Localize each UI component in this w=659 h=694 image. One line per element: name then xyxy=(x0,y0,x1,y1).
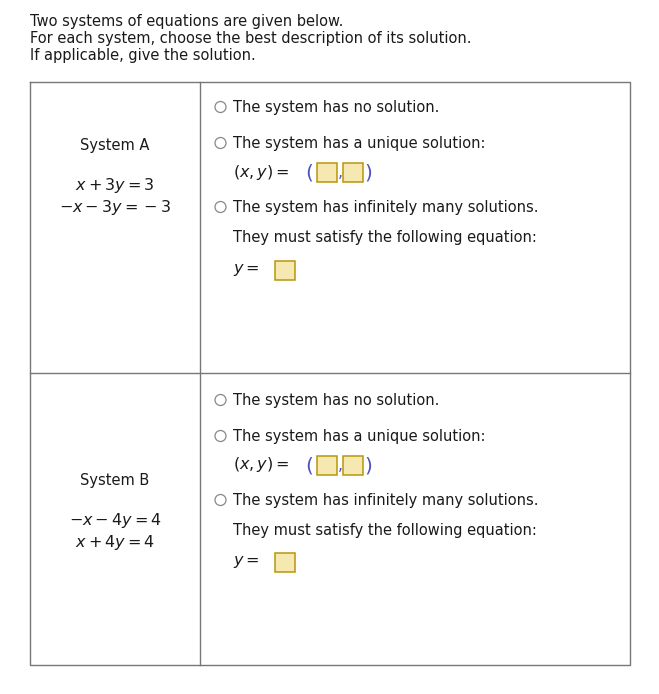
FancyBboxPatch shape xyxy=(275,552,295,571)
Text: ,: , xyxy=(338,164,343,180)
Text: $-x-3y=-3$: $-x-3y=-3$ xyxy=(59,198,171,217)
Text: $)$: $)$ xyxy=(364,162,372,183)
Text: $($: $($ xyxy=(305,455,313,475)
Text: ,: , xyxy=(338,457,343,473)
FancyBboxPatch shape xyxy=(275,260,295,280)
Text: $($: $($ xyxy=(305,162,313,183)
Text: The system has a unique solution:: The system has a unique solution: xyxy=(233,135,486,151)
Text: $)$: $)$ xyxy=(364,455,372,475)
Text: System A: System A xyxy=(80,137,150,153)
Text: They must satisfy the following equation:: They must satisfy the following equation… xyxy=(233,523,537,537)
Text: The system has no solution.: The system has no solution. xyxy=(233,99,440,115)
Text: The system has infinitely many solutions.: The system has infinitely many solutions… xyxy=(233,493,538,507)
FancyBboxPatch shape xyxy=(343,162,363,182)
Text: Two systems of equations are given below.: Two systems of equations are given below… xyxy=(30,14,343,29)
Text: System B: System B xyxy=(80,473,150,487)
FancyBboxPatch shape xyxy=(317,162,337,182)
Text: $x+3y=3$: $x+3y=3$ xyxy=(75,176,155,194)
Text: $-x-4y=4$: $-x-4y=4$ xyxy=(69,511,161,530)
Text: If applicable, give the solution.: If applicable, give the solution. xyxy=(30,48,256,63)
Text: The system has a unique solution:: The system has a unique solution: xyxy=(233,428,486,443)
Text: $x+4y=4$: $x+4y=4$ xyxy=(75,532,155,552)
FancyBboxPatch shape xyxy=(343,455,363,475)
Text: $y =$: $y =$ xyxy=(233,554,260,570)
Text: For each system, choose the best description of its solution.: For each system, choose the best descrip… xyxy=(30,31,471,46)
Text: $(x, y) =$: $(x, y) =$ xyxy=(233,162,289,182)
Text: $(x, y) =$: $(x, y) =$ xyxy=(233,455,289,475)
Text: The system has infinitely many solutions.: The system has infinitely many solutions… xyxy=(233,199,538,214)
Text: $y =$: $y =$ xyxy=(233,262,260,278)
FancyBboxPatch shape xyxy=(317,455,337,475)
Text: The system has no solution.: The system has no solution. xyxy=(233,393,440,407)
Text: They must satisfy the following equation:: They must satisfy the following equation… xyxy=(233,230,537,244)
